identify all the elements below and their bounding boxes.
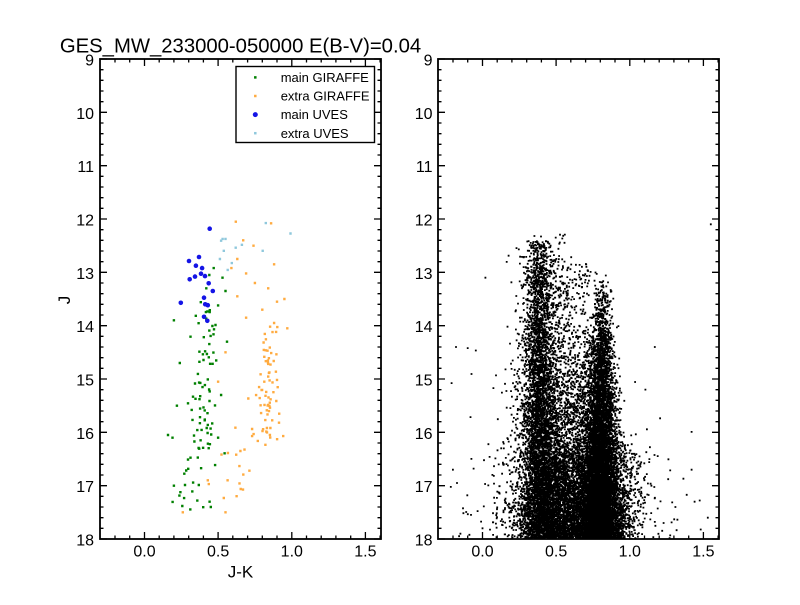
svg-text:14: 14 [76,319,94,336]
svg-text:12: 12 [415,213,433,230]
svg-text:11: 11 [416,159,433,176]
svg-text:J-K: J-K [228,563,254,582]
svg-text:17: 17 [76,479,94,496]
svg-text:17: 17 [415,479,433,496]
svg-text:1.5: 1.5 [692,544,714,561]
svg-text:18: 18 [76,533,94,550]
svg-text:9: 9 [424,53,433,70]
svg-text:16: 16 [415,426,433,443]
svg-text:9: 9 [85,53,94,70]
svg-text:1.5: 1.5 [354,544,376,561]
svg-text:15: 15 [415,373,433,390]
svg-text:13: 13 [76,266,94,283]
svg-text:12: 12 [76,213,94,230]
svg-text:main UVES: main UVES [281,107,349,122]
svg-text:0.5: 0.5 [545,544,567,561]
svg-text:15: 15 [76,373,94,390]
svg-text:0.0: 0.0 [133,544,155,561]
svg-text:1.0: 1.0 [281,544,303,561]
svg-text:GES_MW_233000-050000 E(B-V)=0.: GES_MW_233000-050000 E(B-V)=0.04 [60,36,421,58]
svg-text:1.0: 1.0 [619,544,641,561]
svg-text:10: 10 [76,106,94,123]
svg-text:J: J [55,296,74,305]
svg-text:extra GIRAFFE: extra GIRAFFE [281,89,370,104]
svg-text:extra UVES: extra UVES [281,126,349,141]
svg-text:10: 10 [415,106,433,123]
svg-text:0.5: 0.5 [207,544,229,561]
svg-text:13: 13 [415,266,433,283]
svg-text:main GIRAFFE: main GIRAFFE [281,70,369,85]
svg-text:16: 16 [76,426,94,443]
svg-text:14: 14 [415,319,433,336]
svg-text:18: 18 [415,533,433,550]
svg-text:11: 11 [77,159,94,176]
svg-text:0.0: 0.0 [471,544,493,561]
